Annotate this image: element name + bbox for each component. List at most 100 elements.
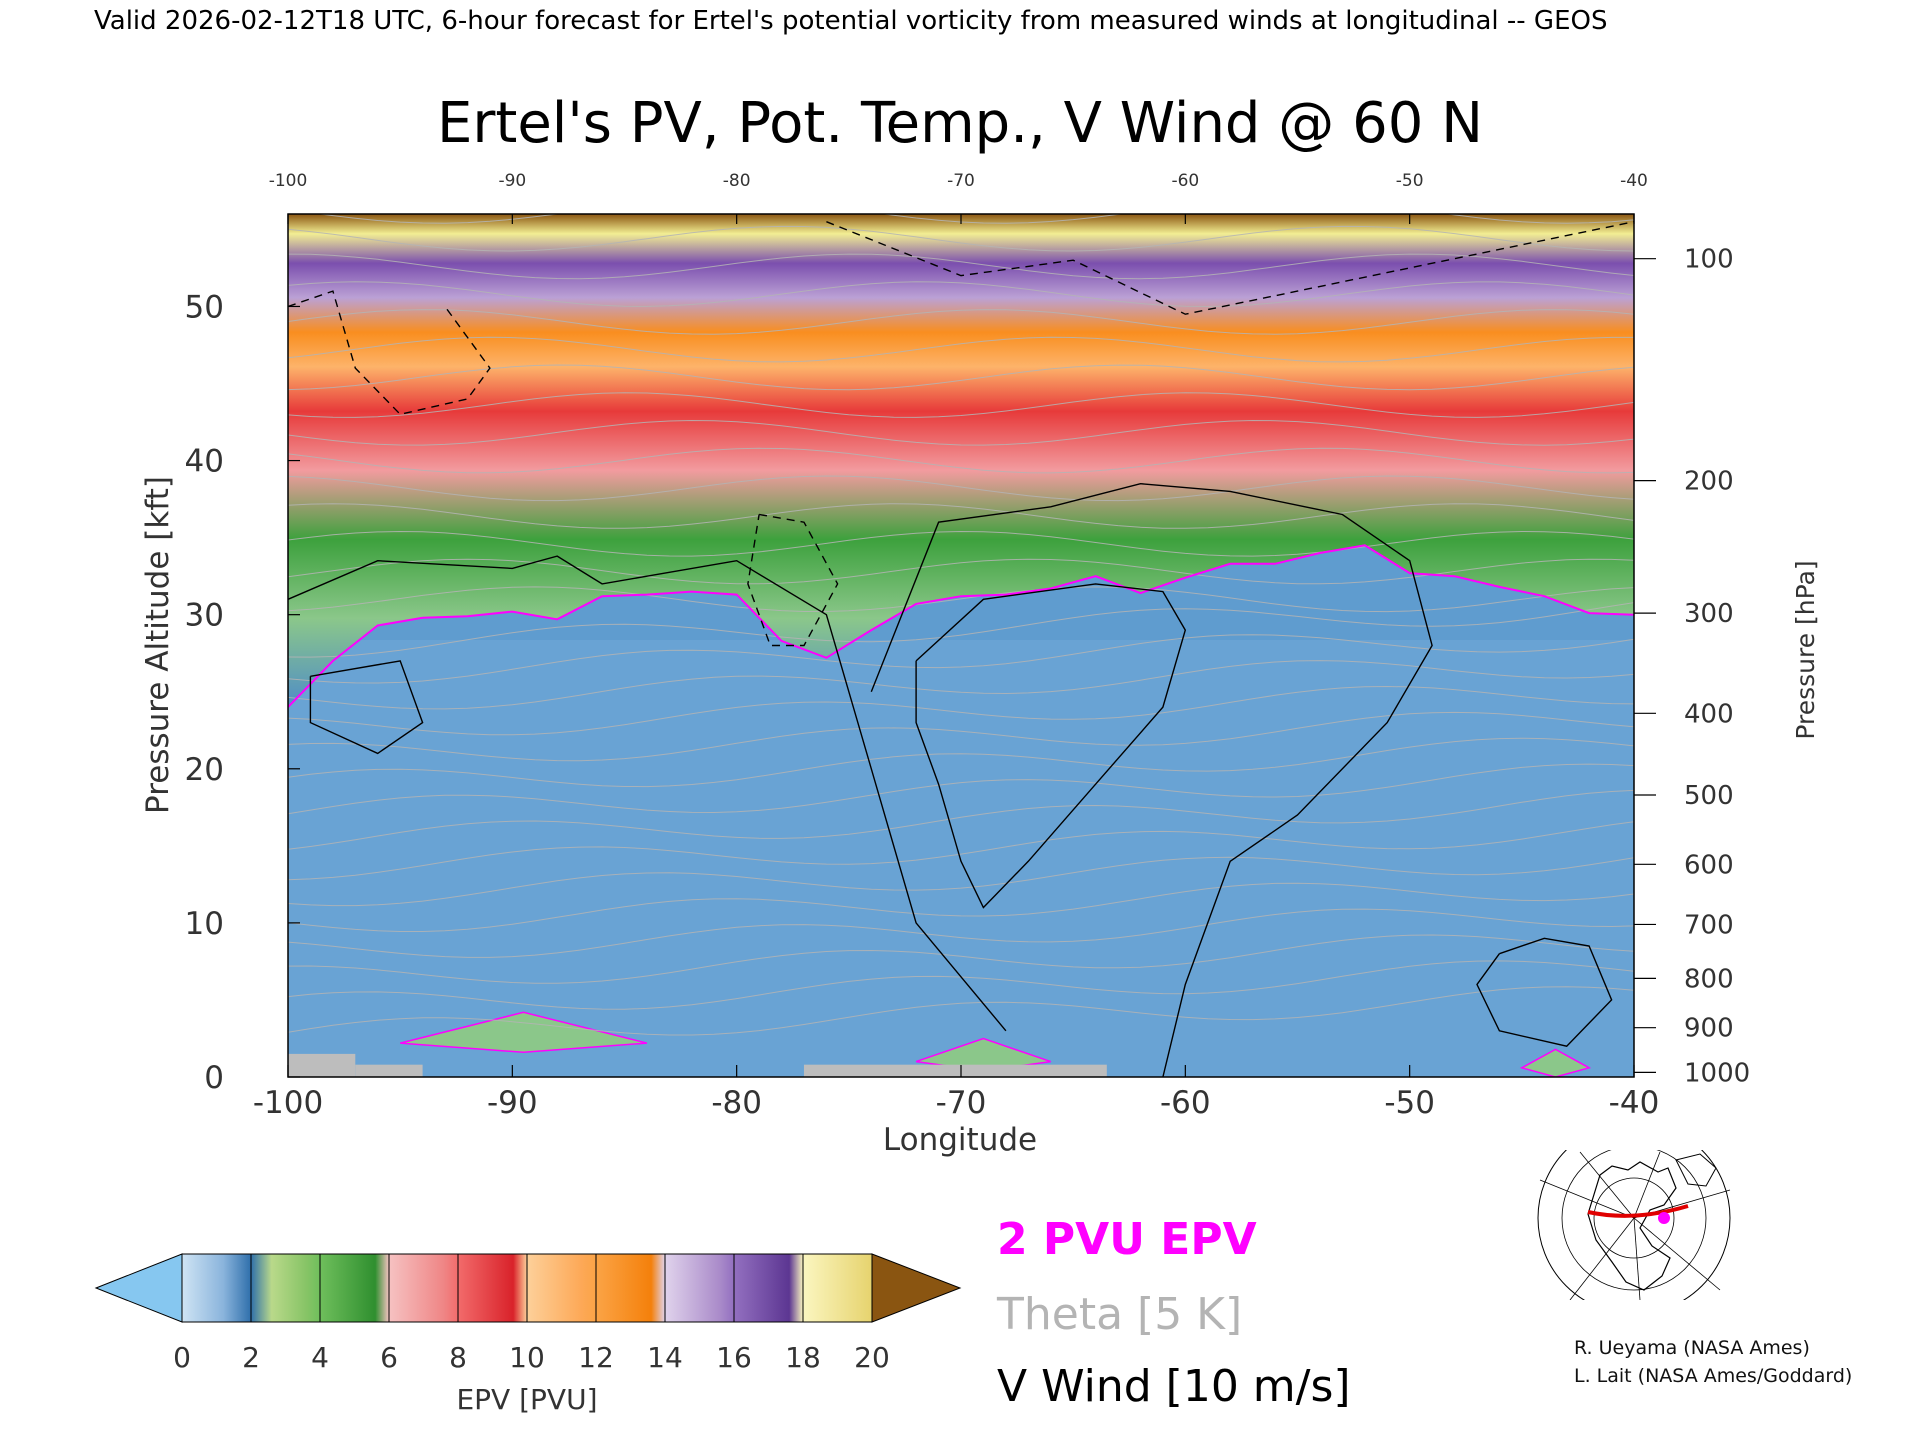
x-tick-label-top: -50 [1396, 171, 1424, 191]
colorbar-label: EPV [PVU] [456, 1383, 597, 1416]
x-tick-label: -100 [253, 1085, 323, 1121]
pressure-tick-label: 700 [1684, 910, 1734, 940]
chart-title: Ertel's PV, Pot. Temp., V Wind @ 60 N [437, 91, 1483, 156]
colorbar-ticks: 0 2 4 6 8 10 12 14 16 18 20 [173, 1254, 890, 1374]
colorbar-tick-label: 16 [716, 1341, 752, 1374]
theta-contour [288, 419, 1634, 446]
x-axis-ticks: -100 -100 -90 -90 -80 -80 -70 -70 -60 -60 -50 -50 -4… [253, 171, 1660, 1121]
theta-contour [288, 856, 1634, 907]
x-tick-label: -90 [487, 1085, 538, 1121]
colorbar-tick-label: 8 [449, 1341, 467, 1374]
y-tick-label: 0 [204, 1060, 224, 1096]
pressure-tick-label: 600 [1684, 850, 1734, 880]
v-wind-contour [747, 513, 839, 647]
x-tick-label: -60 [1160, 1085, 1211, 1121]
theta-contour [288, 558, 1634, 585]
v-wind-contour [915, 583, 1187, 909]
boundary-layer-pv-blobs [400, 1011, 1592, 1077]
colorbar-tick-label: 14 [647, 1341, 683, 1374]
theta-contour [288, 986, 1634, 1036]
theta-contour [288, 737, 1634, 788]
colorbar-tick-label: 18 [785, 1341, 821, 1374]
theta-contour [288, 503, 1634, 529]
x-tick-label-top: -40 [1620, 171, 1648, 191]
theta-contour [288, 602, 1634, 658]
theta-contour [288, 660, 1634, 710]
theta-contour [288, 882, 1634, 932]
x-tick-label-top: -80 [723, 171, 751, 191]
theta-contour [288, 763, 1634, 815]
v-wind-contour [288, 290, 491, 416]
plot-area [288, 214, 1634, 1077]
surface-pv-blob [400, 1011, 648, 1054]
colorbar: 0 2 4 6 8 10 12 14 16 18 20 EPV [PVU] [94, 1253, 962, 1416]
colorbar-tick-label: 10 [509, 1341, 545, 1374]
pv2-tropopause-line [288, 544, 1634, 708]
pressure-tick-label: 300 [1684, 599, 1734, 629]
terrain-mask [288, 1053, 1107, 1077]
colorbar-tick-label: 4 [311, 1341, 329, 1374]
colorbar-tick-label: 20 [854, 1341, 890, 1374]
x-tick-label-top: -70 [947, 171, 975, 191]
theta-contour [288, 530, 1634, 557]
colorbar-tick-label: 6 [380, 1341, 398, 1374]
theta-contour [288, 934, 1634, 984]
pressure-tick-label: 800 [1684, 964, 1734, 994]
theta-contour [288, 364, 1634, 391]
v-wind-contour [288, 555, 1007, 1032]
header-text: Valid 2026-02-12T18 UTC, 6-hour forecast… [94, 6, 1607, 36]
theta-contour [288, 309, 1634, 335]
y-tick-label: 40 [185, 444, 224, 480]
x-tick-label: -70 [936, 1085, 987, 1121]
theta-contour [288, 711, 1634, 762]
pressure-tick-label: 400 [1684, 699, 1734, 729]
x-tick-label: -80 [711, 1085, 762, 1121]
pressure-tick-label: 100 [1684, 245, 1734, 275]
legend-vwind: V Wind [10 m/s] [997, 1361, 1351, 1412]
pressure-tick-label: 900 [1684, 1014, 1734, 1044]
right-axis-label: Pressure [hPa] [1791, 560, 1820, 739]
colorbar-tick-label: 2 [242, 1341, 260, 1374]
pressure-tick-label: 1000 [1684, 1058, 1750, 1088]
lower-troposphere-fill [288, 640, 1634, 1077]
legend-pv2: 2 PVU EPV [997, 1214, 1257, 1265]
theta-contour [288, 685, 1634, 736]
colorbar-under-arrow [94, 1253, 183, 1323]
stratosphere-fill [288, 214, 1634, 708]
theta-contour [288, 586, 1634, 613]
surface-pv-blob [1519, 1048, 1592, 1077]
x-tick-label-top: -90 [498, 171, 526, 191]
theta-contour [288, 225, 1634, 252]
terrain-block [288, 1053, 356, 1077]
locator-map [1536, 1150, 1732, 1300]
v-wind-contour [1476, 937, 1613, 1047]
theta-contour [288, 253, 1634, 280]
v-wind-contour [870, 482, 1433, 1077]
theta-contour [288, 908, 1634, 958]
colorbar-tick-label: 12 [578, 1341, 614, 1374]
v-wind-contour [309, 660, 424, 755]
x-axis-label: Longitude [883, 1122, 1037, 1158]
theta-contour [288, 447, 1634, 474]
credit-line-1: R. Ueyama (NASA Ames) [1574, 1337, 1810, 1359]
x-tick-label-top: -100 [269, 171, 308, 191]
credit-line-2: L. Lait (NASA Ames/Goddard) [1574, 1365, 1852, 1387]
colorbar-tick-label: 0 [173, 1341, 191, 1374]
v-wind-contours [288, 221, 1634, 1077]
y-axis-ticks: 0 10 20 30 40 50 [185, 289, 300, 1096]
x-tick-label: -50 [1384, 1085, 1435, 1121]
theta-contour [288, 634, 1634, 684]
v-wind-contour [826, 221, 1634, 315]
theta-contour [288, 821, 1634, 881]
y-tick-label: 20 [185, 752, 224, 788]
y-tick-label: 10 [185, 906, 224, 942]
terrain-block [803, 1064, 1107, 1077]
y-axis-label: Pressure Altitude [kft] [140, 476, 176, 814]
y-tick-label: 30 [185, 598, 224, 634]
theta-contour [288, 475, 1634, 502]
y-tick-label: 50 [185, 289, 224, 325]
x-tick-label: -40 [1609, 1085, 1660, 1121]
theta-contours [288, 214, 1634, 1036]
terrain-block [355, 1064, 423, 1077]
